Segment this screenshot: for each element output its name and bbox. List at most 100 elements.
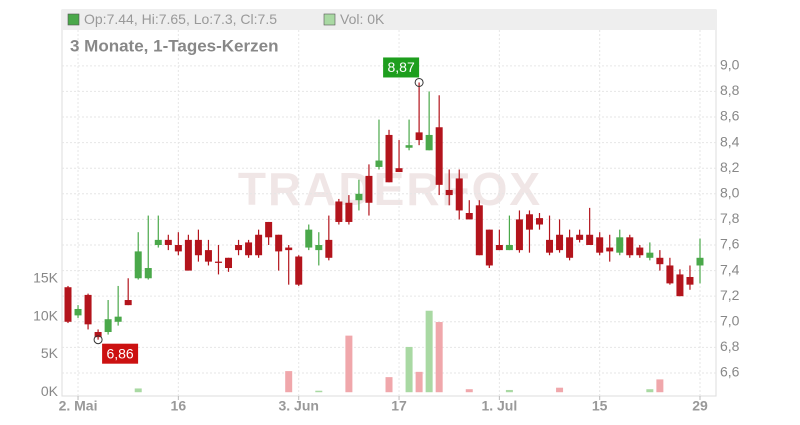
candle-body — [375, 160, 383, 167]
y-tick-label: 7,8 — [720, 210, 740, 226]
candle-body — [355, 193, 363, 201]
volume-bar — [134, 388, 142, 393]
candle-body — [505, 244, 513, 251]
candle-body — [255, 234, 263, 256]
candle-body — [345, 202, 353, 222]
x-tick-label: 29 — [692, 398, 708, 414]
candle-body — [144, 268, 152, 279]
candle-body — [225, 257, 233, 269]
candle-body — [556, 234, 564, 251]
candle-body — [285, 247, 293, 251]
extreme-label-box — [383, 57, 420, 78]
y-tick-label: 8,8 — [720, 82, 740, 98]
candle-body — [104, 319, 112, 333]
candle-body — [535, 218, 543, 225]
candle-body — [405, 145, 413, 148]
volume-bar — [435, 322, 443, 393]
candle-body — [495, 244, 503, 251]
legend-bar — [62, 10, 716, 30]
extreme-marker — [93, 335, 103, 345]
chart-title: 3 Monate, 1-Tages-Kerzen — [70, 36, 278, 55]
extreme-label: 8,87 — [387, 59, 414, 75]
candle-body — [546, 239, 554, 253]
volume-bar — [385, 377, 393, 393]
volume-bar — [556, 387, 564, 393]
y-tick-label: 8,4 — [720, 133, 740, 149]
candle-body — [214, 261, 222, 263]
candle-body — [566, 237, 574, 258]
extreme-label-box — [102, 343, 139, 364]
candle-body — [134, 251, 142, 279]
x-tick-label: 2. Mai — [59, 398, 98, 414]
candle-body — [154, 239, 162, 245]
candle-body — [686, 276, 694, 285]
candle-body — [204, 250, 212, 262]
candle-body — [606, 247, 614, 252]
y-tick-label: 7,4 — [720, 261, 740, 277]
candle-body — [465, 213, 473, 220]
candle-body — [64, 287, 72, 322]
volume-bar — [285, 371, 293, 393]
legend-swatch — [67, 13, 80, 26]
y-tick-label: 8,6 — [720, 108, 740, 124]
y2-tick-label: 15K — [33, 270, 59, 286]
candle-body — [646, 252, 654, 258]
volume-bar — [656, 379, 664, 393]
candle-body — [395, 168, 403, 173]
candle-body — [656, 257, 664, 265]
candle-body — [515, 219, 523, 251]
candle-body — [84, 294, 92, 325]
candle-body — [245, 242, 253, 256]
y-tick-label: 7,2 — [720, 287, 740, 303]
candle-body — [295, 256, 303, 285]
legend-text: Op:7.44, Hi:7.65, Lo:7.3, Cl:7.5 — [84, 11, 277, 27]
x-tick-label: 17 — [391, 398, 407, 414]
x-tick-label: 3. Jun — [278, 398, 318, 414]
candle-body — [305, 229, 313, 248]
volume-bar — [405, 346, 413, 393]
candle-body — [676, 274, 684, 297]
candle-body — [576, 234, 584, 240]
y-tick-label: 7,6 — [720, 236, 740, 252]
candle-body — [415, 132, 423, 141]
y2-tick-label: 10K — [33, 307, 59, 323]
candle-body — [475, 205, 483, 256]
candle-body — [275, 234, 283, 252]
extreme-label: 6,86 — [106, 345, 133, 361]
candle-body — [184, 239, 192, 271]
volume-bar — [345, 335, 353, 393]
y-tick-label: 8,0 — [720, 185, 740, 201]
candle-body — [666, 265, 674, 284]
candle-body — [235, 244, 243, 251]
candle-body — [265, 221, 273, 238]
extreme-marker — [414, 77, 424, 87]
volume-bar — [505, 389, 513, 393]
candle-body — [114, 316, 122, 322]
legend-text: Vol: 0K — [340, 11, 385, 27]
candle-body — [325, 239, 333, 258]
candle-body — [425, 134, 433, 151]
volume-bar — [465, 389, 473, 393]
candle-body — [74, 308, 82, 316]
x-tick-label: 15 — [592, 398, 608, 414]
volume-bar — [415, 371, 423, 393]
volume-bar — [425, 310, 433, 393]
candle-body — [385, 134, 393, 183]
y-tick-label: 9,0 — [720, 57, 740, 73]
candle-body — [435, 127, 443, 185]
y2-tick-label: 0K — [41, 383, 59, 399]
candle-body — [194, 239, 202, 256]
candle-body — [174, 244, 182, 252]
candle-body — [586, 234, 594, 245]
candle-body — [315, 244, 323, 251]
candle-body — [365, 175, 373, 203]
candle-body — [626, 237, 634, 256]
candle-body — [94, 332, 102, 338]
y-tick-label: 7,0 — [720, 312, 740, 328]
y-tick-label: 6,8 — [720, 338, 740, 354]
candle-body — [455, 178, 463, 211]
volume-bar — [646, 389, 654, 393]
y2-tick-label: 5K — [41, 345, 59, 361]
candle-body — [525, 214, 533, 230]
